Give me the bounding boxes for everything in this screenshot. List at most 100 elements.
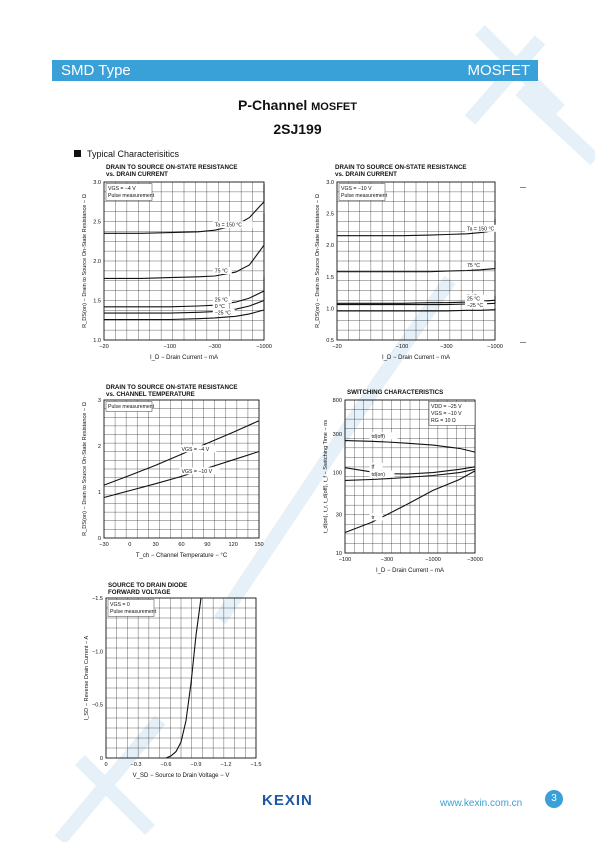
series-label: VGS = −10 V: [182, 469, 213, 475]
annotation-box: [105, 183, 153, 201]
y-tick-label: −0.5: [92, 703, 103, 709]
website-link[interactable]: www.kexin.com.cn: [440, 798, 523, 809]
series-line: [337, 261, 496, 273]
document-title: P-Channel MOSFET: [0, 97, 595, 113]
annotation-text: Pulse measurement: [110, 609, 157, 615]
series-label: Ta = 150 °C: [215, 223, 243, 229]
chart-title: SOURCE TO DRAIN DIODE: [108, 582, 187, 589]
series-label-bg: [465, 301, 488, 309]
annotation-box: [105, 401, 153, 412]
x-tick-label: 0: [104, 762, 107, 768]
annotation-text: VGS = −10 V: [431, 411, 462, 417]
series-label: tf: [371, 464, 374, 470]
x-tick-label: −30: [99, 542, 109, 548]
series-line: [344, 468, 476, 481]
chart-subtitle: vs. CHANNEL TEMPERATURE: [106, 391, 195, 398]
chart-title: DRAIN TO SOURCE ON-STATE RESISTANCE: [335, 164, 467, 171]
x-tick-label: −300: [208, 344, 221, 350]
series-line: [344, 470, 476, 534]
series-label-bg: [212, 308, 235, 316]
series-label-bg: [179, 445, 217, 453]
section-heading-text: Typical Characterisitics: [87, 149, 180, 159]
y-tick-label: 2: [98, 444, 101, 450]
y-tick-label: 2.0: [93, 259, 101, 265]
x-tick-label: −0.3: [130, 762, 141, 768]
series-line: [104, 302, 265, 321]
device-class-label: MOSFET: [467, 62, 531, 79]
series-label: tr: [371, 515, 374, 521]
series-label: 75 °C: [467, 263, 480, 269]
chart-subtitle: FORWARD VOLTAGE: [108, 589, 171, 596]
annotation-text: VGS = 0: [110, 602, 130, 608]
y-tick-label: 0: [100, 756, 103, 762]
x-tick-label: −20: [332, 344, 342, 350]
y-tick-label: 100: [333, 471, 342, 477]
header-bar: SMD Type MOSFET: [52, 60, 538, 81]
x-tick-label: −300: [381, 557, 394, 563]
x-tick-label: −3000: [467, 557, 483, 563]
series-label: td(on): [371, 472, 385, 478]
x-tick-label: 90: [204, 542, 210, 548]
series-line: [165, 597, 202, 759]
series-label-bg: [369, 432, 398, 440]
annotation-text: Pulse measurement: [108, 404, 155, 410]
part-number: 2SJ199: [273, 121, 322, 137]
page-number: 3: [545, 790, 563, 808]
y-tick-label: −1.5: [92, 596, 103, 602]
x-tick-label: −1000: [256, 344, 272, 350]
series-label-bg: [465, 261, 485, 269]
annotation-text: RG = 10 Ω: [431, 418, 456, 424]
x-tick-label: 30: [153, 542, 159, 548]
series-label: Ta = 150 °C: [467, 226, 495, 232]
y-tick-label: 3: [98, 398, 101, 404]
product-type-label: SMD Type: [61, 62, 131, 79]
chart-grid: [106, 598, 256, 758]
x-tick-label: −0.6: [160, 762, 171, 768]
y-tick-label: 10: [336, 551, 342, 557]
x-tick-label: −1000: [425, 557, 441, 563]
series-label-bg: [369, 513, 383, 521]
annotation-box: [107, 599, 155, 617]
series-line: [103, 420, 260, 486]
series-label-bg: [212, 296, 232, 304]
plot-frame: [103, 181, 265, 341]
chart-grid: [337, 182, 495, 340]
chart-grid: [104, 182, 264, 340]
y-tick-label: 3.0: [93, 180, 101, 186]
x-tick-label: −0.9: [190, 762, 201, 768]
series-label-bg: [465, 294, 485, 302]
x-tick-label: −1.5: [250, 762, 261, 768]
y-axis-label: t_d(on), t_r, t_d(off), t_f − Switching …: [323, 420, 329, 534]
y-axis-label: R_DS(on) − Drain to Source On-State Resi…: [82, 194, 88, 328]
x-tick-label: 150: [254, 542, 263, 548]
series-label: 25 °C: [215, 298, 228, 304]
plot-frame: [344, 399, 476, 554]
y-tick-label: 1.5: [93, 299, 101, 305]
series-label: 75 °C: [215, 269, 228, 275]
annotation-text: VGS = −4 V: [108, 186, 136, 192]
y-axis-label: I_SD − Reverse Drain Current − A: [84, 635, 90, 720]
chart-title: DRAIN TO SOURCE ON-STATE RESISTANCE: [106, 384, 238, 391]
x-axis-label: I_D − Drain Current − mA: [150, 355, 218, 361]
series-label: td(off): [371, 434, 385, 440]
x-axis-label: I_D − Drain Current − mA: [376, 568, 444, 574]
y-tick-label: 800: [333, 398, 342, 404]
series-label-bg: [369, 470, 395, 478]
y-tick-label: 1.5: [326, 275, 334, 281]
x-tick-label: 0: [128, 542, 131, 548]
x-axis-label: T_ch − Channel Temperature − °C: [136, 553, 228, 559]
x-tick-label: −1000: [487, 344, 503, 350]
chart-title: DRAIN TO SOURCE ON-STATE RESISTANCE: [106, 164, 238, 171]
y-tick-label: 1: [98, 490, 101, 496]
series-label: VGS = −4 V: [182, 447, 210, 453]
annotation-text: Pulse measurement: [108, 193, 155, 199]
annotation-text: VGS = −10 V: [341, 186, 372, 192]
x-tick-label: −20: [99, 344, 109, 350]
title-main: P-Channel: [238, 97, 308, 113]
x-tick-label: −100: [339, 557, 352, 563]
x-tick-label: 120: [228, 542, 237, 548]
series-label-bg: [179, 467, 220, 475]
section-heading: Typical Characterisitics: [74, 149, 179, 159]
